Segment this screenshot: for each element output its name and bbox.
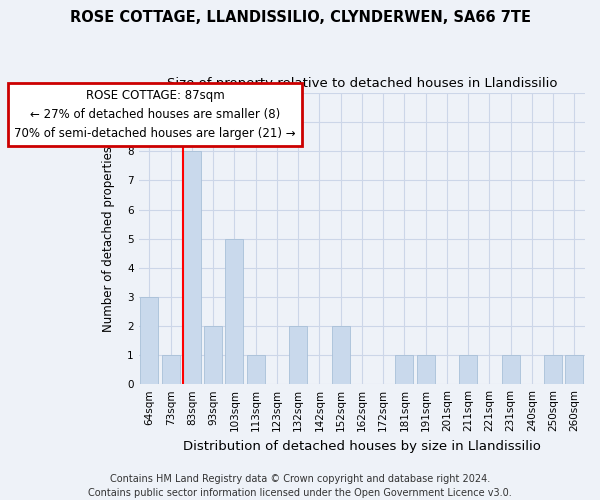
Bar: [544, 355, 562, 384]
Bar: [332, 326, 350, 384]
Bar: [204, 326, 222, 384]
Bar: [183, 152, 201, 384]
Text: Contains HM Land Registry data © Crown copyright and database right 2024.
Contai: Contains HM Land Registry data © Crown c…: [88, 474, 512, 498]
X-axis label: Distribution of detached houses by size in Llandissilio: Distribution of detached houses by size …: [183, 440, 541, 452]
Y-axis label: Number of detached properties: Number of detached properties: [102, 146, 115, 332]
Bar: [565, 355, 583, 384]
Bar: [247, 355, 265, 384]
Bar: [502, 355, 520, 384]
Title: Size of property relative to detached houses in Llandissilio: Size of property relative to detached ho…: [167, 78, 557, 90]
Bar: [140, 297, 158, 384]
Text: ROSE COTTAGE: 87sqm
← 27% of detached houses are smaller (8)
70% of semi-detache: ROSE COTTAGE: 87sqm ← 27% of detached ho…: [14, 90, 296, 140]
Bar: [289, 326, 307, 384]
Bar: [459, 355, 477, 384]
Bar: [226, 238, 244, 384]
Bar: [395, 355, 413, 384]
Bar: [161, 355, 179, 384]
Text: ROSE COTTAGE, LLANDISSILIO, CLYNDERWEN, SA66 7TE: ROSE COTTAGE, LLANDISSILIO, CLYNDERWEN, …: [70, 10, 530, 25]
Bar: [416, 355, 434, 384]
